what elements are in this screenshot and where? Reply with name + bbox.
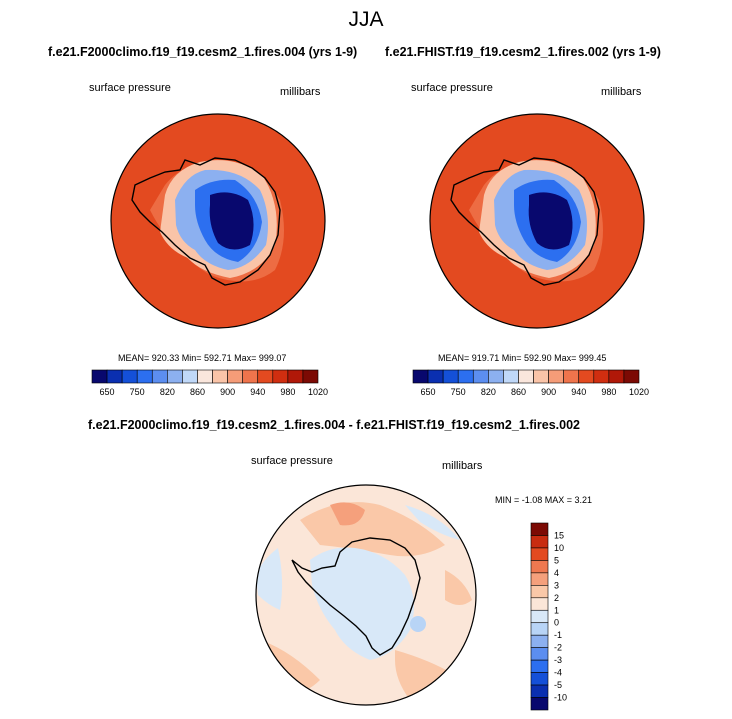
- colorbar-swatch: [151, 369, 168, 384]
- colorbar-tick-label: 980: [280, 387, 295, 397]
- colorbar-tick-label: 5: [554, 555, 559, 565]
- colorbar-swatch: [593, 369, 610, 384]
- colorbar-swatch: [530, 609, 549, 624]
- colorbar-swatch: [257, 369, 274, 384]
- map-panel-1: [111, 114, 325, 328]
- map3-border: [255, 484, 477, 706]
- colorbar-swatch: [412, 369, 429, 384]
- colorbar-tick-label: 820: [160, 387, 175, 397]
- panel1-units: millibars: [280, 86, 321, 98]
- panel1-variable: surface pressure: [89, 82, 171, 94]
- colorbar-swatch: [530, 697, 549, 711]
- colorbar-swatch: [530, 572, 549, 586]
- colorbar-swatch: [503, 369, 519, 384]
- colorbar-swatch: [287, 369, 304, 384]
- page-title: JJA: [348, 8, 384, 31]
- map1-border: [110, 113, 326, 329]
- panel1-stats: MEAN= 920.33 Min= 592.71 Max= 999.07: [118, 353, 287, 363]
- panel2-title: f.e21.FHIST.f19_f19.cesm2_1.fires.002 (y…: [385, 45, 661, 59]
- colorbar-swatch: [530, 547, 549, 561]
- map-panel-diff: [256, 485, 476, 705]
- colorbar-swatch: [533, 369, 549, 384]
- colorbar-swatch: [530, 597, 549, 611]
- colorbar-swatch: [91, 369, 108, 384]
- colorbar-tick-label: -1: [554, 630, 562, 640]
- panel2-variable: surface pressure: [411, 82, 493, 94]
- colorbar-swatch: [530, 535, 549, 549]
- colorbar-swatch: [167, 369, 183, 384]
- colorbar-swatch: [530, 585, 549, 599]
- colorbar-tick-label: 860: [190, 387, 205, 397]
- colorbar-tick-label: 750: [451, 387, 466, 397]
- colorbar-swatch: [530, 522, 549, 536]
- colorbar-swatch: [608, 369, 625, 384]
- colorbar-swatch: [530, 622, 549, 636]
- panel2-stats: MEAN= 919.71 Min= 592.90 Max= 999.45: [438, 353, 607, 363]
- colorbar-tick-label: 1020: [629, 387, 649, 397]
- colorbar-tick-label: 10: [554, 543, 564, 553]
- colorbar-tick-label: 650: [100, 387, 115, 397]
- colorbar-swatch: [530, 684, 549, 698]
- diff-stats: MIN = -1.08 MAX = 3.21: [495, 495, 593, 505]
- colorbar-swatch: [472, 369, 489, 384]
- colorbar-swatch: [530, 647, 549, 661]
- map2-border: [429, 113, 645, 329]
- colorbar-swatch: [488, 369, 504, 384]
- diff-title: f.e21.F2000climo.f19_f19.cesm2_1.fires.0…: [88, 418, 580, 432]
- colorbar-tick-label: -5: [554, 680, 562, 690]
- panel2-units: millibars: [601, 86, 642, 98]
- colorbar-tick-label: 900: [541, 387, 556, 397]
- map-panel-2: [430, 114, 644, 328]
- colorbar-tick-label: 4: [554, 568, 559, 578]
- colorbar-swatch: [212, 369, 228, 384]
- colorbar-tick-label: 940: [250, 387, 265, 397]
- colorbar-tick-label: 1020: [308, 387, 328, 397]
- panel1-title: f.e21.F2000climo.f19_f19.cesm2_1.fires.0…: [48, 45, 358, 59]
- colorbar-swatch: [302, 369, 319, 384]
- colorbar-swatch: [182, 369, 198, 384]
- colorbar-swatch: [548, 369, 564, 384]
- colorbar-tick-label: 980: [601, 387, 616, 397]
- colorbar-tick-label: -10: [554, 693, 567, 703]
- colorbar-swatch: [530, 634, 549, 648]
- diff-variable: surface pressure: [251, 455, 333, 467]
- colorbar-tick-label: 15: [554, 530, 564, 540]
- colorbar-tick-label: 750: [130, 387, 145, 397]
- colorbar-swatch: [518, 369, 534, 384]
- colorbar-tick-label: 1: [554, 605, 559, 615]
- colorbar-tick-label: -4: [554, 668, 562, 678]
- colorbar-swatch: [121, 369, 138, 384]
- colorbar-tick-label: 650: [421, 387, 436, 397]
- colorbar-swatch: [457, 369, 474, 384]
- colorbar-swatch: [530, 560, 549, 574]
- colorbar-swatch: [106, 369, 123, 384]
- colorbar-tick-label: -2: [554, 643, 562, 653]
- colorbar-tick-label: 820: [481, 387, 496, 397]
- colorbar-tick-label: -3: [554, 655, 562, 665]
- diff-units: millibars: [442, 460, 483, 472]
- colorbar-swatch: [272, 369, 289, 384]
- colorbar-swatch: [136, 369, 153, 384]
- colorbar-tick-label: 860: [511, 387, 526, 397]
- colorbar-tick-label: 0: [554, 618, 559, 628]
- colorbar-swatch: [563, 369, 580, 384]
- colorbar-swatch: [227, 369, 243, 384]
- colorbar-swatch: [578, 369, 595, 384]
- colorbar-tick-label: 2: [554, 593, 559, 603]
- colorbar-swatch: [197, 369, 213, 384]
- colorbar-swatch: [242, 369, 259, 384]
- colorbar-swatch: [427, 369, 444, 384]
- colorbar-2: 650 750 820 860 900 940 980 1020: [412, 369, 649, 397]
- colorbar-swatch: [442, 369, 459, 384]
- colorbar-swatch: [530, 659, 549, 673]
- colorbar-tick-label: 900: [220, 387, 235, 397]
- colorbar-1: 650 750 820 860 900 940 980 1020: [91, 369, 328, 397]
- colorbar-tick-label: 940: [571, 387, 586, 397]
- colorbar-swatch: [623, 369, 640, 384]
- colorbar-tick-label: 3: [554, 580, 559, 590]
- colorbar-swatch: [530, 672, 549, 686]
